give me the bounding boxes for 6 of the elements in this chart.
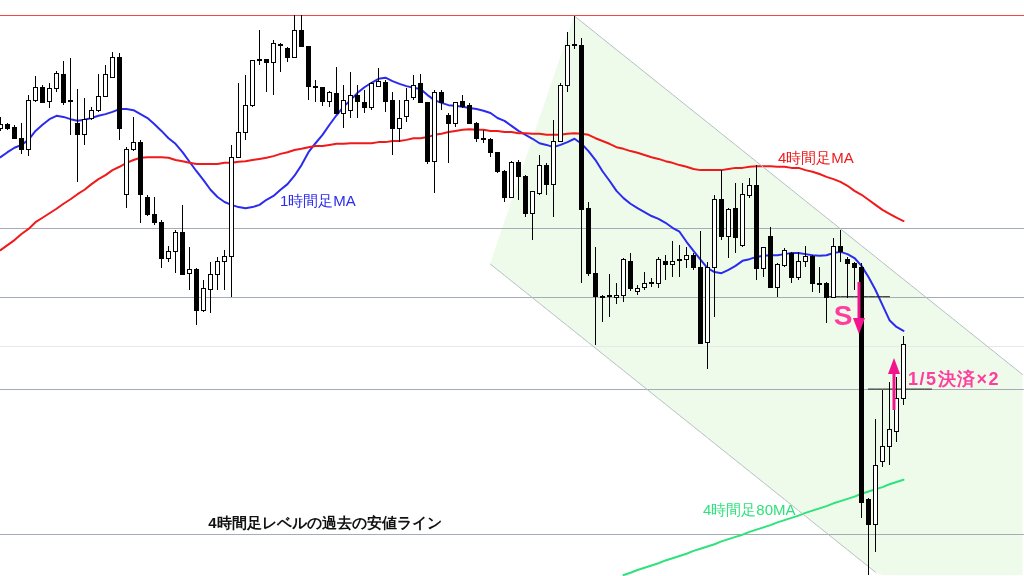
series-label: 4時間足80MA — [703, 501, 796, 518]
series-label: 1時間足MA — [280, 192, 356, 209]
annotation: 1/5決済×2 — [908, 369, 1001, 389]
annotation: S — [833, 300, 853, 331]
series-label: 4時間足MA — [778, 149, 854, 166]
ref-line-label: 4時間足レベルの過去の安値ライン — [208, 513, 442, 531]
